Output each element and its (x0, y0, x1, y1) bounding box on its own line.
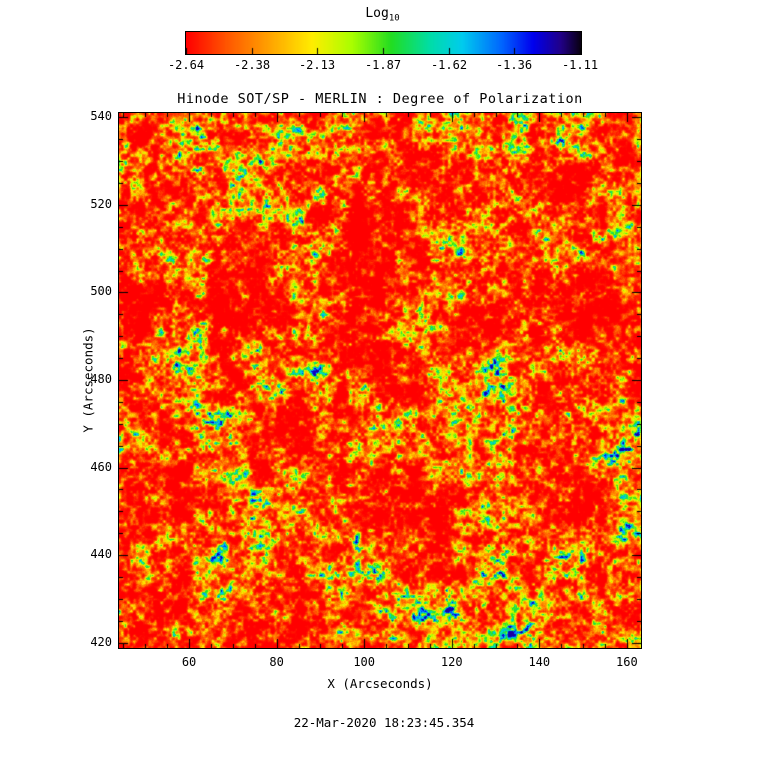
x-tick-label: 80 (269, 655, 284, 669)
y-tick-label: 460 (90, 459, 112, 474)
timestamp: 22-Mar-2020 18:23:45.354 (293, 715, 475, 730)
x-axis-label: X (Arcseconds) (327, 676, 433, 691)
colorbar-tick-label: -1.62 (430, 58, 468, 72)
y-tick-label: 440 (90, 547, 112, 562)
x-tick-label: 100 (353, 655, 376, 669)
plot-title: Hinode SOT/SP - MERLIN : Degree of Polar… (177, 91, 583, 107)
colorbar-tick-label: -2.13 (298, 58, 336, 72)
y-tick-label: 540 (90, 109, 112, 124)
colorbar-tick-label: -1.11 (561, 58, 599, 72)
x-tick-label: 160 (616, 655, 638, 669)
colorbar-tick-label: -1.87 (364, 58, 402, 72)
y-tick-label: 500 (90, 284, 112, 299)
x-tick-label: 60 (181, 655, 197, 669)
heatmap-canvas (118, 112, 642, 649)
colorbar-title: Log10 (185, 6, 580, 24)
y-axis-label: Y (Arcseconds) (80, 327, 96, 433)
colorbar-tick-label: -2.38 (233, 58, 271, 72)
colorbar-title-text: Log (365, 6, 389, 21)
colorbar (185, 31, 582, 55)
x-tick-label: 120 (440, 655, 463, 669)
colorbar-tick-label: -1.36 (495, 58, 533, 72)
colorbar-title-subscript: 10 (388, 13, 400, 24)
colorbar-tick-label: -2.64 (167, 58, 205, 72)
y-tick-label: 520 (90, 196, 112, 211)
x-tick-label: 140 (528, 655, 551, 669)
y-tick-label: 420 (90, 634, 112, 649)
y-tick-label: 480 (90, 372, 112, 386)
